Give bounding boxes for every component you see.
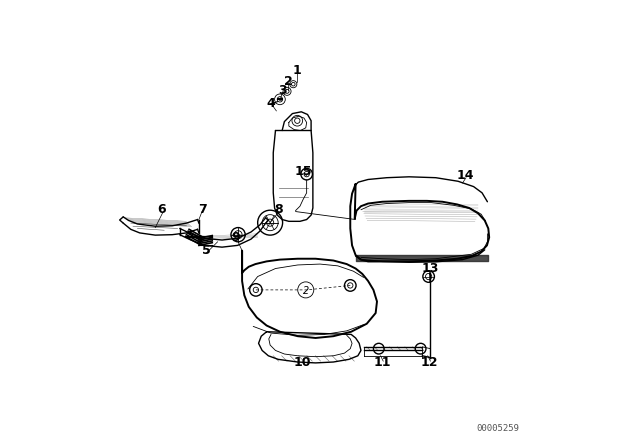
Text: 11: 11	[374, 357, 391, 370]
Text: 14: 14	[456, 169, 474, 182]
Text: 15: 15	[294, 165, 312, 178]
Text: 2: 2	[284, 75, 292, 88]
Circle shape	[373, 343, 384, 354]
Text: 2: 2	[303, 286, 309, 296]
Circle shape	[423, 271, 435, 282]
Text: 8: 8	[275, 203, 284, 216]
Circle shape	[415, 343, 426, 354]
Text: 9: 9	[231, 231, 240, 244]
Text: 6: 6	[157, 203, 166, 216]
Text: 1: 1	[292, 64, 301, 77]
Text: 00005259: 00005259	[477, 424, 520, 433]
Text: 7: 7	[198, 203, 206, 216]
Text: 4: 4	[267, 97, 275, 110]
Text: 12: 12	[420, 357, 438, 370]
Text: 13: 13	[422, 262, 439, 275]
Text: 3: 3	[278, 84, 287, 97]
Text: 5: 5	[202, 244, 211, 257]
Text: 10: 10	[294, 357, 311, 370]
